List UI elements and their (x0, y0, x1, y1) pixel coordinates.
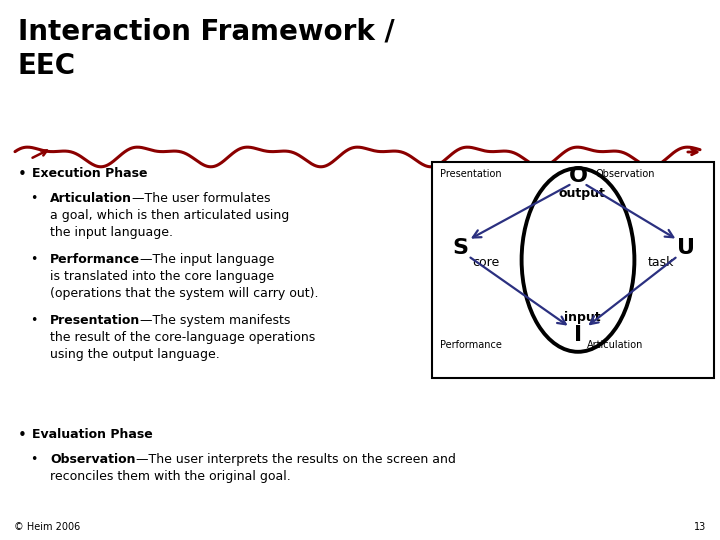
Text: task: task (647, 255, 674, 268)
Text: Presentation: Presentation (50, 314, 140, 327)
Text: the input language.: the input language. (50, 226, 173, 239)
Text: •: • (30, 314, 37, 327)
Text: is translated into the core language: is translated into the core language (50, 270, 274, 283)
Text: © Heim 2006: © Heim 2006 (14, 522, 80, 532)
Text: input: input (564, 311, 600, 324)
Text: U: U (677, 238, 695, 258)
Text: EEC: EEC (18, 52, 76, 80)
Text: reconciles them with the original goal.: reconciles them with the original goal. (50, 470, 291, 483)
Text: Performance: Performance (440, 340, 502, 350)
Text: (operations that the system will carry out).: (operations that the system will carry o… (50, 287, 318, 300)
Text: Observation: Observation (50, 453, 135, 466)
Text: Observation: Observation (595, 168, 655, 179)
Text: —The user formulates: —The user formulates (132, 192, 271, 205)
Text: Interaction Framework /: Interaction Framework / (18, 18, 395, 46)
Text: Evaluation Phase: Evaluation Phase (32, 428, 153, 441)
Text: •: • (30, 453, 37, 466)
Text: •: • (18, 428, 27, 443)
Text: core: core (472, 255, 500, 268)
Text: Articulation: Articulation (50, 192, 132, 205)
Text: •: • (30, 192, 37, 205)
Text: 13: 13 (694, 522, 706, 532)
Text: output: output (559, 187, 606, 200)
Text: O: O (569, 166, 588, 186)
Text: •: • (18, 167, 27, 182)
Text: —The system manifests: —The system manifests (140, 314, 291, 327)
Text: —The input language: —The input language (140, 253, 274, 266)
Text: the result of the core-language operations: the result of the core-language operatio… (50, 331, 315, 344)
Bar (432, 162, 714, 378)
Text: Execution Phase: Execution Phase (32, 167, 148, 180)
Text: Presentation: Presentation (440, 168, 502, 179)
Text: •: • (30, 253, 37, 266)
Text: —The user interprets the results on the screen and: —The user interprets the results on the … (135, 453, 455, 466)
Text: Articulation: Articulation (587, 340, 644, 350)
Text: a goal, which is then articulated using: a goal, which is then articulated using (50, 209, 289, 222)
Text: using the output language.: using the output language. (50, 348, 220, 361)
Text: S: S (452, 238, 468, 258)
Text: Performance: Performance (50, 253, 140, 266)
Text: I: I (574, 325, 582, 345)
